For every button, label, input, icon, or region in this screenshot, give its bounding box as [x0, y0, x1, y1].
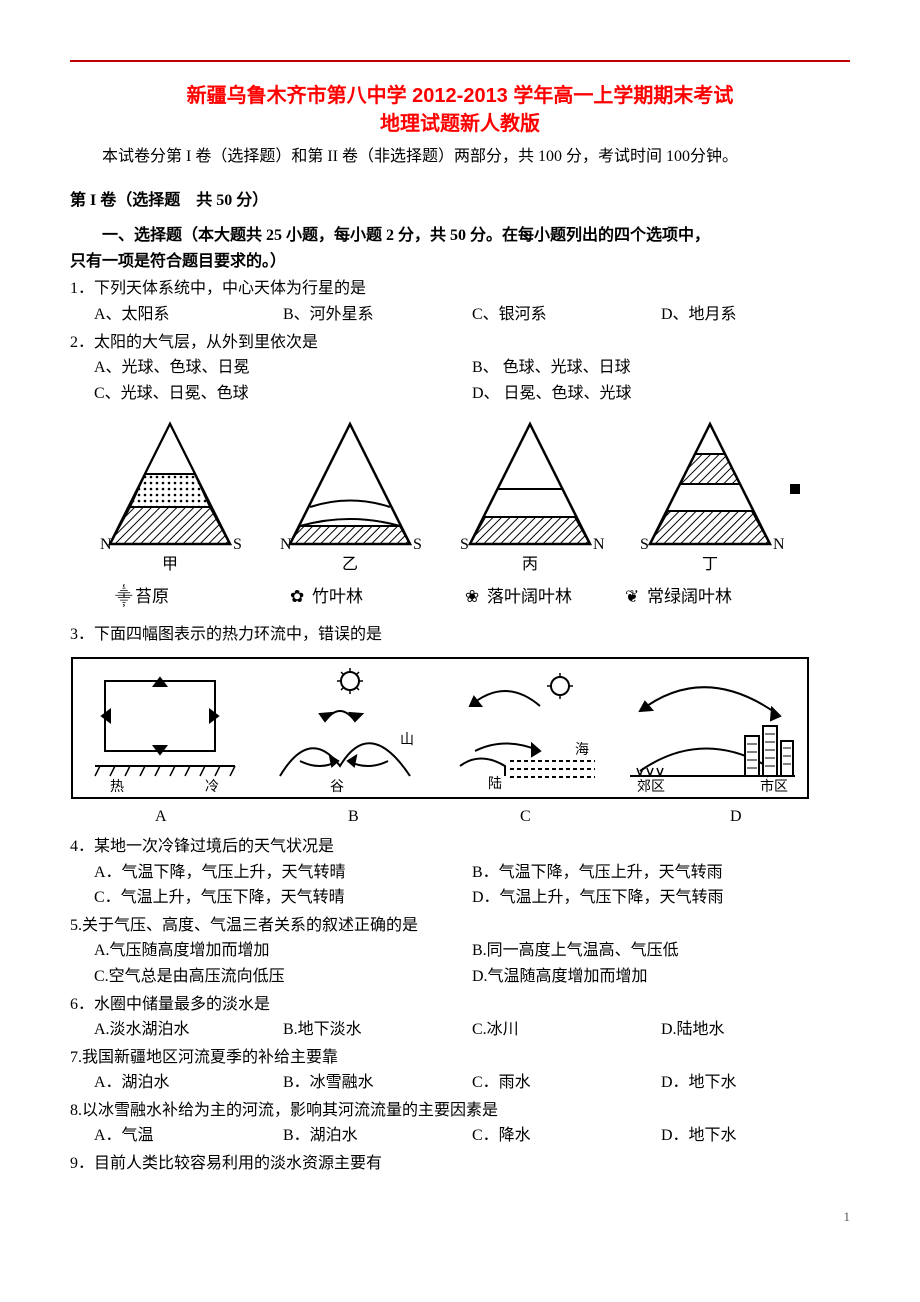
question-2-stem: 2．太阳的大气层，从外到里依次是 — [70, 330, 850, 356]
legend-c: 落叶阔叶林 — [487, 587, 572, 606]
q4-opt-c: C．气温上升，气压下降，天气转晴 — [94, 885, 472, 911]
fig2-c-land: 陆 — [488, 776, 502, 792]
section-1-instruction-line-2: 只有一项是符合题目要求的。） — [70, 249, 850, 275]
q5-opt-c: C.空气总是由高压流向低压 — [94, 964, 472, 990]
q8-opt-d: D．地下水 — [661, 1123, 850, 1149]
q5-opt-a: A.气压随高度增加而增加 — [94, 938, 472, 964]
q1-opt-c: C、银河系 — [472, 302, 661, 328]
fig1-ding-label: 丁 — [702, 556, 718, 573]
q1-opt-d: D、地月系 — [661, 302, 850, 328]
question-5-stem: 5.关于气压、高度、气温三者关系的叙述正确的是 — [70, 913, 850, 939]
question-2-options-row-2: C、光球、日冕、色球 D、 日冕、色球、光球 — [70, 381, 850, 407]
fig2-b-mount: 山 — [400, 732, 414, 748]
q6-opt-d: D.陆地水 — [661, 1017, 850, 1043]
question-6-stem: 6．水圈中储量最多的淡水是 — [70, 992, 850, 1018]
fig2-label-b: B — [348, 808, 359, 825]
question-4-options-row-1: A．气温下降，气压上升，天气转晴 B．气温下降，气压上升，天气转雨 — [70, 860, 850, 886]
q5-opt-d: D.气温随高度增加而增加 — [472, 964, 850, 990]
q8-opt-a: A．气温 — [94, 1123, 283, 1149]
q6-opt-c: C.冰川 — [472, 1017, 661, 1043]
figure-thermal-circulation: 热 冷 谷 山 — [70, 656, 850, 826]
q2-opt-d: D、 日冕、色球、光球 — [472, 381, 850, 407]
fig2-c-sea: 海 — [575, 742, 589, 758]
q4-opt-a: A．气温下降，气压上升，天气转晴 — [94, 860, 472, 886]
fig1-yi-n: N — [280, 536, 292, 553]
fig1-bing-label: 丙 — [522, 556, 538, 573]
fig1-jia-n: N — [100, 536, 112, 553]
question-1-stem: 1．下列天体系统中，中心天体为行星的是 — [70, 276, 850, 302]
title-line-1: 新疆乌鲁木齐市第八中学 2012-2013 学年高一上学期期末考试 — [70, 82, 850, 110]
q6-opt-b: B.地下淡水 — [283, 1017, 472, 1043]
fig1-bing-s: S — [460, 536, 469, 553]
fig1-jia-s: S — [233, 536, 242, 553]
q6-opt-a: A.淡水湖泊水 — [94, 1017, 283, 1043]
header-rule — [70, 60, 850, 62]
exam-intro: 本试卷分第 I 卷（选择题）和第 II 卷（非选择题）两部分，共 100 分，考… — [70, 144, 850, 170]
question-7-options: A．湖泊水 B．冰雪融水 C．雨水 D．地下水 — [70, 1070, 850, 1096]
question-3-stem: 3．下面四幅图表示的热力环流中，错误的是 — [70, 622, 850, 648]
thermal-circulation-svg: 热 冷 谷 山 — [70, 656, 810, 826]
fig2-b-valley: 谷 — [330, 779, 344, 795]
fig1-ding-s: S — [640, 536, 649, 553]
question-5-options-row-1: A.气压随高度增加而增加 B.同一高度上气温高、气压低 — [70, 938, 850, 964]
fig1-yi-label: 乙 — [342, 556, 358, 573]
fig1-bing-n: N — [593, 536, 605, 553]
fig2-d-suburb: 郊区 — [637, 778, 665, 795]
section-1-instruction-line-1: 一、选择题（本大题共 25 小题，每小题 2 分，共 50 分。在每小题列出的四… — [70, 223, 850, 249]
q4-opt-d: D．气温上升，气压下降，天气转雨 — [472, 885, 850, 911]
fig2-label-a: A — [155, 808, 167, 825]
q2-opt-a: A、光球、色球、日冕 — [94, 355, 472, 381]
q8-opt-b: B．湖泊水 — [283, 1123, 472, 1149]
fig1-jia-label: 甲 — [162, 556, 178, 573]
q1-opt-a: A、太阳系 — [94, 302, 283, 328]
fig2-label-c: C — [520, 808, 531, 825]
fig2-a-cold: 冷 — [205, 779, 219, 795]
legend-d: 常绿阔叶林 — [647, 587, 732, 606]
q7-opt-c: C．雨水 — [472, 1070, 661, 1096]
legend-c-icon: ❀ — [465, 587, 479, 606]
q8-opt-c: C．降水 — [472, 1123, 661, 1149]
question-6-options: A.淡水湖泊水 B.地下淡水 C.冰川 D.陆地水 — [70, 1017, 850, 1043]
fig1-yi-s: S — [413, 536, 422, 553]
q2-opt-b: B、 色球、光球、日球 — [472, 355, 850, 381]
question-9-stem: 9．目前人类比较容易利用的淡水资源主要有 — [70, 1151, 850, 1177]
legend-d-icon: ❦ — [625, 587, 639, 606]
question-8-stem: 8.以冰雪融水补给为主的河流，影响其河流流量的主要因素是 — [70, 1098, 850, 1124]
q4-opt-b: B．气温下降，气压上升，天气转雨 — [472, 860, 850, 886]
question-5-options-row-2: C.空气总是由高压流向低压 D.气温随高度增加而增加 — [70, 964, 850, 990]
question-2-options-row-1: A、光球、色球、日冕 B、 色球、光球、日球 — [70, 355, 850, 381]
question-4-options-row-2: C．气温上升，气压下降，天气转晴 D．气温上升，气压下降，天气转雨 — [70, 885, 850, 911]
question-1-options: A、太阳系 B、河外星系 C、银河系 D、地月系 — [70, 302, 850, 328]
question-4-stem: 4．某地一次冷锋过境后的天气状况是 — [70, 834, 850, 860]
q1-opt-b: B、河外星系 — [283, 302, 472, 328]
title-line-2: 地理试题新人教版 — [70, 110, 850, 138]
q7-opt-d: D．地下水 — [661, 1070, 850, 1096]
question-8-options: A．气温 B．湖泊水 C．降水 D．地下水 — [70, 1123, 850, 1149]
q2-opt-c: C、光球、日冕、色球 — [94, 381, 472, 407]
section-1-header: 第 I 卷（选择题 共 50 分） — [70, 188, 850, 214]
figure-vegetation-triangles: N S 甲 N S 乙 S N 丙 — [70, 414, 850, 614]
fig2-a-hot: 热 — [110, 779, 124, 795]
question-7-stem: 7.我国新疆地区河流夏季的补给主要靠 — [70, 1045, 850, 1071]
legend-b-icon: ✿ — [290, 587, 304, 606]
q5-opt-b: B.同一高度上气温高、气压低 — [472, 938, 850, 964]
fig2-d-city: 市区 — [760, 778, 788, 795]
vegetation-diagram-svg: N S 甲 N S 乙 S N 丙 — [70, 414, 810, 614]
q7-opt-b: B．冰雪融水 — [283, 1070, 472, 1096]
fig1-ding-n: N — [773, 536, 785, 553]
legend-a-icon: ⸎ — [115, 583, 133, 607]
legend-a: 苔原 — [135, 587, 169, 606]
legend-b: 竹叶林 — [312, 587, 363, 606]
page-number: 1 — [70, 1207, 850, 1228]
q7-opt-a: A．湖泊水 — [94, 1070, 283, 1096]
fig2-label-d: D — [730, 808, 742, 825]
exam-title: 新疆乌鲁木齐市第八中学 2012-2013 学年高一上学期期末考试 地理试题新人… — [70, 82, 850, 138]
